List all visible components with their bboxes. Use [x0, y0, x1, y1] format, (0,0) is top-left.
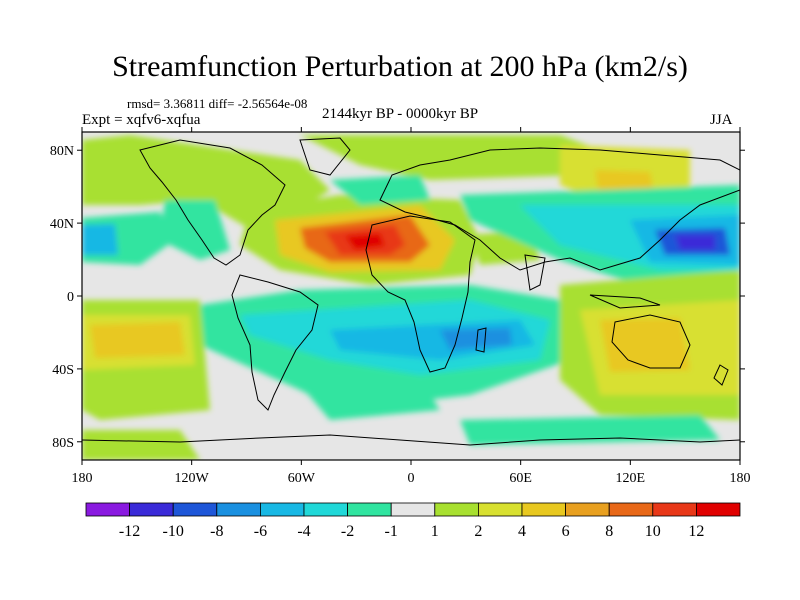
- colorbar-swatch: [608, 502, 654, 517]
- lat-label: 0: [67, 290, 74, 305]
- colorbar: [85, 502, 741, 517]
- sh-antarctic-positive: [82, 430, 200, 460]
- sh-antarctic-negative: [460, 415, 720, 445]
- lat-label: 80N: [50, 144, 74, 159]
- colorbar-label: -10: [163, 523, 184, 540]
- coast-india: [524, 254, 546, 291]
- coast-madagascar: [475, 327, 487, 353]
- coast-australia: [611, 314, 691, 369]
- colorbar-swatch: [696, 502, 741, 517]
- experiment-label: Expt = xqfv6-xqfua: [82, 112, 201, 128]
- colorbar-swatch: [216, 502, 261, 517]
- colorbar-label: 8: [605, 523, 613, 540]
- plot-title: Streamfunction Perturbation at 200 hPa (…: [112, 50, 688, 83]
- north-pacific-core: [82, 224, 118, 255]
- south-atlantic-negative: [300, 380, 440, 420]
- lon-label: 0: [408, 471, 415, 486]
- coast-africa: [365, 215, 476, 373]
- colorbar-swatch: [85, 502, 130, 517]
- colorbar-label: -6: [254, 523, 267, 540]
- colorbar-label: 12: [688, 523, 704, 540]
- colorbar-label: 10: [645, 523, 661, 540]
- colorbar-label: 4: [518, 523, 526, 540]
- sahara-peak: [345, 233, 385, 250]
- coast-new-zealand: [713, 364, 729, 386]
- lat-label: 80S: [52, 436, 74, 451]
- colorbar-swatch: [259, 502, 305, 517]
- colorbar-swatch: [652, 502, 697, 517]
- lon-label: 60E: [509, 471, 532, 486]
- colorbar-swatch: [565, 502, 610, 517]
- lon-label: 120W: [175, 471, 210, 486]
- colorbar-label: -8: [210, 523, 223, 540]
- colorbar-labels: -12 -10 -8 -6 -4 -2 -1 1 2 4 6 8 10 12: [119, 523, 704, 540]
- colorbar-label: -2: [341, 523, 354, 540]
- lon-label: 180: [730, 471, 751, 486]
- colorbar-swatch: [172, 502, 218, 517]
- period-label: 2144kyr BP - 0000kyr BP: [322, 106, 479, 122]
- coast-antarctica: [82, 434, 740, 446]
- colorbar-label: -12: [119, 523, 140, 540]
- season-label: JJA: [710, 112, 733, 128]
- coast-north-america: [139, 139, 286, 266]
- colorbar-swatch: [390, 502, 436, 517]
- coast-eurasia: [379, 147, 740, 271]
- contour-field: [82, 132, 740, 460]
- coast-indonesia: [589, 294, 661, 309]
- colorbar-label: -4: [297, 523, 310, 540]
- colorbar-swatch: [129, 502, 174, 517]
- colorbar-swatch: [477, 502, 523, 517]
- north-atlantic-positive: [300, 135, 600, 180]
- lat-label: 40N: [50, 217, 74, 232]
- colorbar-swatch: [303, 502, 348, 517]
- coast-south-america: [231, 274, 319, 411]
- colorbar-swatch: [521, 502, 566, 517]
- colorbar-swatch: [347, 502, 392, 517]
- lon-label: 120E: [616, 471, 646, 486]
- colorbar-label: 1: [431, 523, 439, 540]
- stats-label: rmsd= 3.36811 diff= -2.56564e-08: [127, 96, 308, 111]
- japan-peak: [675, 235, 715, 250]
- colorbar-swatch: [434, 502, 479, 517]
- lon-label: 60W: [288, 471, 316, 486]
- colorbar-label: -1: [385, 523, 398, 540]
- axis-labels: 80N 40N 0 40S 80S 180 120W 60W 0 60E 120E 180: [50, 144, 751, 486]
- coast-greenland: [299, 137, 351, 176]
- colorbar-label: 2: [474, 523, 482, 540]
- nh-arctic-negative: [330, 175, 430, 205]
- lat-label: 40S: [52, 363, 74, 378]
- axis-ticks: [77, 127, 745, 465]
- coastlines: [82, 137, 740, 446]
- australia-orange: [600, 318, 690, 372]
- colorbar-label: 6: [562, 523, 570, 540]
- lon-label: 180: [72, 471, 93, 486]
- sh-west-orange: [90, 322, 185, 358]
